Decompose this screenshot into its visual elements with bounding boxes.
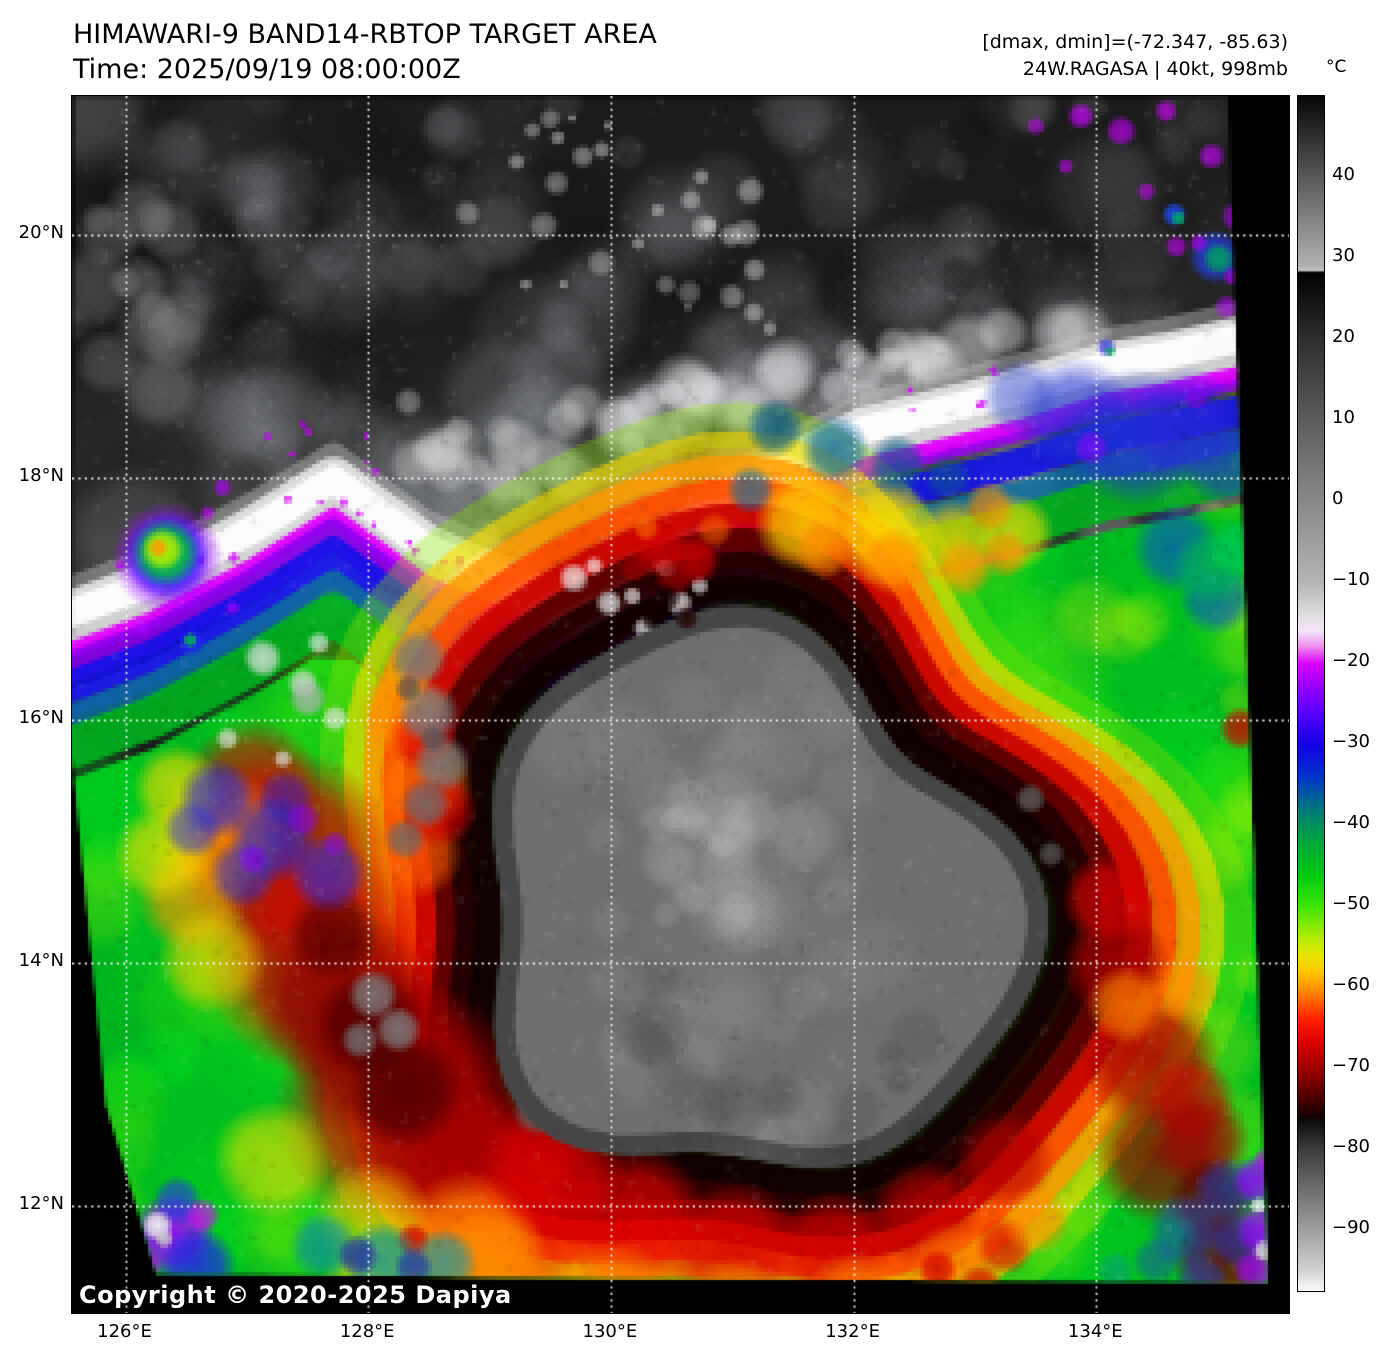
lat-tick-label: 12°N [18,1192,64,1214]
lat-tick-label: 20°N [18,222,64,243]
plot-title: HIMAWARI-9 BAND14-RBTOP TARGET AREA [73,19,657,50]
lon-tick-label: 126°E [97,1321,152,1342]
annotation-block: [dmax, dmin]=(-72.347, -85.63) 24W.RAGAS… [982,29,1288,83]
lat-tick-label: 18°N [18,464,64,486]
storm-info-annotation: 24W.RAGASA | 40kt, 998mb [1022,58,1288,80]
title-block: HIMAWARI-9 BAND14-RBTOP TARGET AREA Time… [73,17,657,87]
lon-tick-label: 128°E [339,1321,395,1342]
colorbar-unit-label: °C [1326,57,1347,77]
colorbar-tick-label: 20 [1332,326,1355,348]
colorbar-tick-label: 30 [1332,245,1355,267]
colorbar-tick-label: 10 [1332,407,1355,429]
colorbar-tick-label: −60 [1332,974,1370,996]
colorbar-tick-label: −20 [1332,650,1370,672]
lon-tick-label: 130°E [582,1321,638,1342]
colorbar-gradient [1297,95,1325,1292]
plot-timestamp: Time: 2025/09/19 08:00:00Z [73,54,461,85]
colorbar-tick-label: −10 [1332,569,1370,591]
colorbar-tick-label: −90 [1332,1217,1370,1239]
lat-tick-label: 14°N [18,950,64,972]
satellite-image-canvas [72,96,1289,1313]
lat-tick-label: 16°N [18,707,64,729]
lon-tick-label: 134°E [1067,1321,1123,1342]
colorbar-tick-label: 40 [1332,164,1355,186]
colorbar-tick-label: −30 [1332,731,1370,753]
copyright-watermark: Copyright © 2020-2025 Dapiya [79,1281,512,1309]
colorbar-tick-label: −40 [1332,812,1370,834]
colorbar-tick-label: −80 [1332,1136,1370,1158]
lon-tick-label: 132°E [825,1321,880,1342]
colorbar-tick-label: 0 [1332,488,1344,510]
colorbar-tick-label: −70 [1332,1055,1370,1077]
colorbar-tick-label: −50 [1332,893,1370,915]
map-plot-area: Copyright © 2020-2025 Dapiya [71,95,1290,1314]
dmax-dmin-annotation: [dmax, dmin]=(-72.347, -85.63) [982,31,1288,53]
